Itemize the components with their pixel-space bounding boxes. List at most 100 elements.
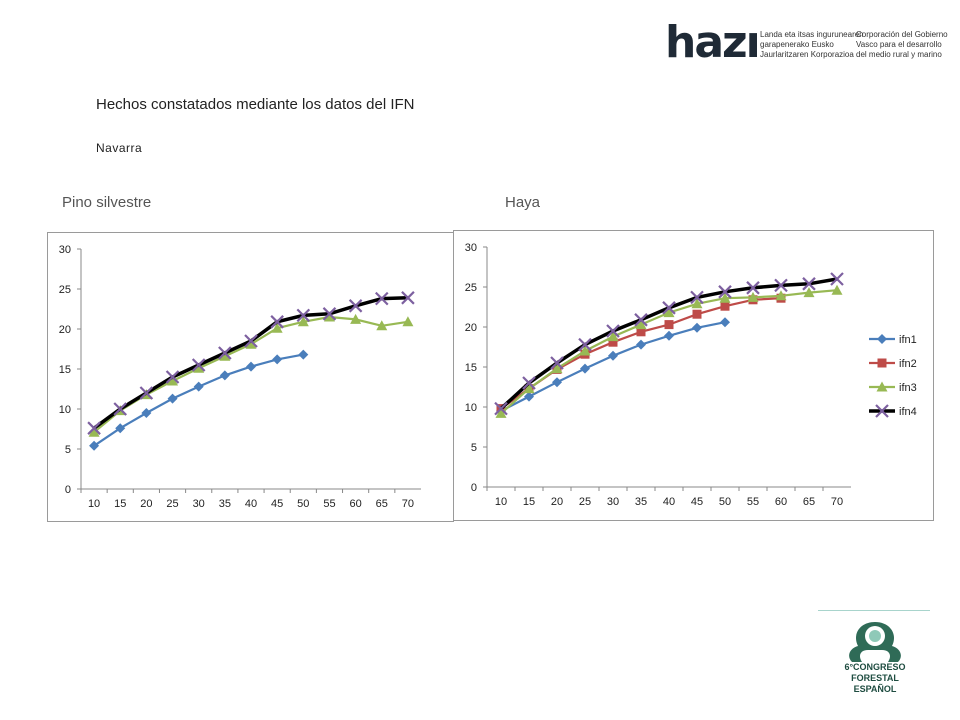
congreso-line2: ESPAÑOL <box>853 684 897 694</box>
data-point-ifn3 <box>376 320 388 331</box>
hazi-logo: hazı <box>665 17 761 68</box>
legend-marker-ifn4 <box>875 404 889 418</box>
chart-label-haya: Haya <box>505 194 541 211</box>
congreso-forestal-logo: 6°CONGRESO FORESTAL ESPAÑOL <box>820 662 930 695</box>
x-tick-label: 65 <box>803 496 815 508</box>
data-point-ifn3 <box>402 316 414 327</box>
data-point-ifn3 <box>719 292 731 303</box>
y-tick-label: 10 <box>465 402 477 414</box>
data-point-ifn4 <box>322 307 337 321</box>
data-point-ifn3 <box>551 363 563 374</box>
data-point-ifn3 <box>803 287 815 298</box>
data-point-ifn1 <box>246 361 256 372</box>
series-ifn4 <box>494 272 844 416</box>
series-line-ifn2 <box>500 297 782 410</box>
data-point-ifn4 <box>191 358 206 372</box>
x-tick-label: 40 <box>245 498 257 510</box>
series-line-ifn4 <box>499 277 838 410</box>
data-point-ifn3 <box>495 407 507 418</box>
x-tick-label: 60 <box>349 498 361 510</box>
data-point-ifn2 <box>664 320 674 330</box>
x-tick-label: 45 <box>691 496 703 508</box>
data-point-ifn4 <box>374 291 389 306</box>
chart-legend: ifn1 ifn2 ifn3 ifn4 <box>869 334 917 418</box>
y-tick-label: 0 <box>65 484 71 496</box>
data-point-ifn3 <box>663 307 675 318</box>
data-point-ifn3 <box>167 375 179 386</box>
data-point-ifn4 <box>113 402 128 416</box>
x-tick-label: 60 <box>775 496 787 508</box>
page-subtitle: Navarra <box>96 141 143 155</box>
data-point-ifn1 <box>552 377 562 388</box>
data-point-ifn1 <box>141 408 152 418</box>
x-tick-label: 45 <box>271 498 283 510</box>
data-point-ifn1 <box>115 423 126 434</box>
x-tick-label: 15 <box>523 496 535 508</box>
x-tick-label: 25 <box>579 496 591 508</box>
data-point-ifn1 <box>193 381 204 392</box>
data-point-ifn3 <box>88 426 100 437</box>
data-point-ifn2 <box>692 309 702 319</box>
data-point-ifn1 <box>608 350 618 361</box>
y-tick-label: 10 <box>59 404 71 416</box>
data-point-ifn2 <box>608 337 618 347</box>
data-point-ifn3 <box>219 350 231 361</box>
chart-label-pino: Pino silvestre <box>62 194 152 211</box>
data-point-ifn1 <box>636 339 646 350</box>
x-tick-label: 50 <box>719 496 731 508</box>
y-tick-label: 25 <box>59 284 71 296</box>
data-point-ifn3 <box>607 331 619 342</box>
data-point-ifn4 <box>802 277 816 291</box>
series-ifn4 <box>87 291 415 435</box>
y-tick-label: 0 <box>471 482 477 494</box>
data-point-ifn4 <box>774 278 788 293</box>
y-tick-label: 20 <box>59 324 71 336</box>
y-tick-label: 25 <box>465 282 477 294</box>
data-point-ifn3 <box>579 345 591 356</box>
data-point-ifn3 <box>691 298 703 309</box>
y-tick-label: 15 <box>465 362 477 374</box>
x-tick-label: 65 <box>376 498 388 510</box>
data-point-ifn1 <box>167 393 178 404</box>
footer-rule <box>818 610 930 611</box>
data-point-ifn1 <box>720 317 730 328</box>
y-tick-label: 20 <box>465 322 477 334</box>
x-tick-label: 10 <box>495 496 507 508</box>
legend-marker-ifn2 <box>877 358 887 368</box>
data-point-ifn4 <box>578 337 592 352</box>
data-point-ifn4 <box>634 313 648 327</box>
data-point-ifn3 <box>297 316 309 327</box>
hazi-logo-text-eu: Landa eta itsas ingurunearen garapenerak… <box>760 30 864 59</box>
congreso-forestal-logo-icon <box>849 622 901 662</box>
data-point-ifn3 <box>193 362 205 373</box>
data-point-ifn4 <box>296 308 311 323</box>
series-ifn2 <box>496 293 786 414</box>
pino-silvestre-chart: 0 5 10 15 20 25 30 10 15 20 25 30 35 40 45 50 55 60 65 70 <box>47 232 454 522</box>
y-tick-label: 30 <box>59 244 71 256</box>
data-point-ifn3 <box>775 290 787 301</box>
data-point-ifn1 <box>524 391 534 402</box>
x-tick-label: 55 <box>323 498 335 510</box>
x-tick-label: 20 <box>140 498 152 510</box>
x-tick-label: 70 <box>831 496 843 508</box>
legend-label-ifn4: ifn4 <box>899 406 917 418</box>
x-tick-label: 35 <box>635 496 647 508</box>
x-tick-label: 15 <box>114 498 126 510</box>
x-tick-label: 30 <box>607 496 619 508</box>
y-tick-label: 5 <box>65 444 71 456</box>
series-ifn3 <box>495 284 843 418</box>
data-point-ifn2 <box>720 301 730 311</box>
x-tick-label: 70 <box>402 498 414 510</box>
data-point-ifn4 <box>746 281 760 295</box>
legend-label-ifn2: ifn2 <box>899 358 917 370</box>
data-point-ifn4 <box>606 324 620 338</box>
data-point-ifn1 <box>692 322 702 333</box>
y-tick-label: 30 <box>465 242 477 254</box>
x-tick-label: 25 <box>166 498 178 510</box>
data-point-ifn3 <box>245 338 257 349</box>
data-point-ifn3 <box>747 291 759 302</box>
data-point-ifn4 <box>830 272 844 286</box>
pino-silvestre-plot: 0 5 10 15 20 25 30 10 15 20 25 30 35 40 45 50 55 60 65 70 <box>59 244 421 510</box>
y-tick-label: 15 <box>59 364 71 376</box>
data-point-ifn4 <box>348 299 363 313</box>
